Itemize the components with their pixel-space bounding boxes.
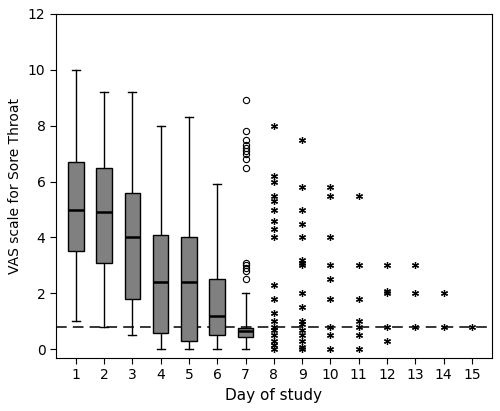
Bar [68,162,84,252]
Bar [210,279,225,335]
Bar [181,238,196,341]
X-axis label: Day of study: Day of study [226,388,322,403]
Bar [153,235,168,332]
Y-axis label: VAS scale for Sore Throat: VAS scale for Sore Throat [8,98,22,274]
Bar [96,168,112,263]
Bar [238,328,254,337]
Bar [124,193,140,299]
